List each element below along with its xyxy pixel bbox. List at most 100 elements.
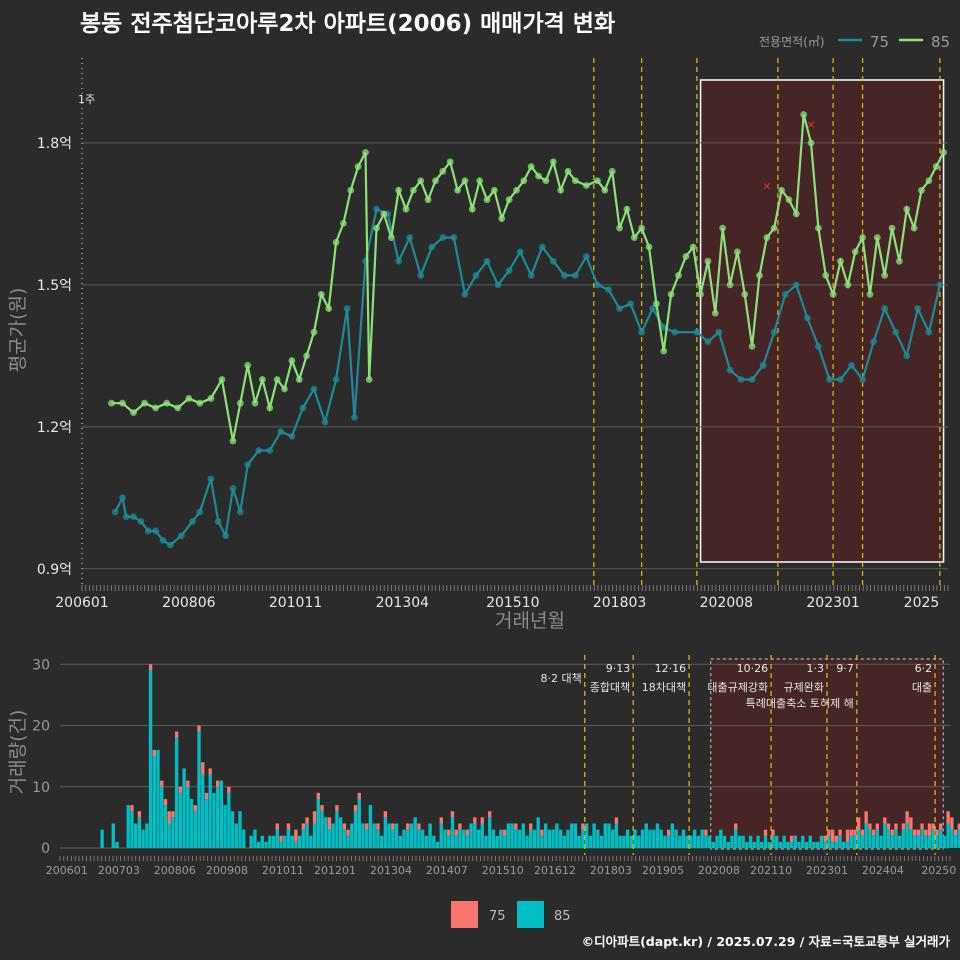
volume-bar-85 — [883, 823, 887, 848]
volume-bar-85 — [331, 823, 335, 848]
data-point-75 — [605, 286, 612, 294]
volume-bar-85 — [361, 823, 365, 848]
volume-bar-85 — [659, 829, 663, 848]
volume-bar-85 — [338, 817, 343, 848]
data-point-85 — [409, 186, 417, 194]
volume-bar-85 — [748, 835, 753, 848]
data-point-75 — [266, 447, 274, 454]
volume-bar-85 — [376, 829, 380, 848]
volume-bar-85 — [871, 835, 876, 848]
volume-bar-75 — [208, 768, 212, 775]
data-point-75 — [792, 281, 800, 289]
data-point-75 — [627, 300, 635, 308]
data-point-75 — [759, 361, 767, 369]
x-tick-label: 200601 — [55, 595, 108, 611]
volume-bar-75 — [160, 780, 164, 787]
x-tick-label: 2025 — [904, 595, 940, 611]
volume-bar-85 — [946, 823, 950, 848]
data-point-85 — [594, 177, 601, 185]
volume-bar-85 — [309, 835, 313, 848]
data-point-85 — [417, 177, 425, 185]
volume-bar-85 — [875, 829, 880, 848]
volume-x-tick-label: 201201 — [314, 864, 356, 877]
volume-bar-85 — [279, 841, 283, 848]
volume-bar-75 — [312, 811, 317, 824]
volume-bar-85 — [115, 841, 119, 848]
volume-bar-85 — [186, 786, 190, 848]
volume-bar-85 — [521, 823, 525, 848]
x-tick-label: 201803 — [593, 595, 646, 611]
data-point-85 — [770, 224, 778, 232]
price-ticks: 0.9억 1.2억 1.5억 1.8억 200601 200806 201011 201304… — [37, 136, 949, 611]
volume-bar-75 — [912, 829, 917, 836]
volume-bar-85 — [365, 829, 369, 848]
volume-bar-85 — [838, 835, 842, 848]
volume-bar-85 — [465, 835, 470, 848]
policy-label: 9·13 — [606, 662, 631, 675]
volume-bar-85 — [488, 817, 492, 848]
data-point-75 — [122, 513, 130, 521]
volume-bar-75 — [734, 823, 738, 830]
volume-bar-85 — [756, 835, 760, 848]
y-tick-label: 0.9억 — [37, 562, 72, 578]
volume-bar-85 — [543, 823, 548, 848]
data-point-75 — [439, 234, 447, 241]
volume-bar-75 — [197, 725, 201, 732]
volume-bar-75 — [305, 817, 309, 824]
volume-bar-85 — [234, 823, 238, 848]
data-point-75 — [229, 484, 237, 492]
volume-bar-85 — [734, 829, 738, 848]
volume-bar-85 — [898, 835, 902, 848]
volume-bar-85 — [760, 841, 764, 848]
data-point-85 — [873, 234, 881, 241]
volume-bar-85 — [935, 835, 939, 848]
volume-bar-75 — [950, 817, 954, 830]
data-point-75 — [560, 272, 568, 279]
data-point-85 — [152, 404, 160, 412]
volume-bar-85 — [152, 756, 156, 848]
volume-bar-85 — [324, 817, 328, 848]
data-point-85 — [800, 111, 808, 118]
data-point-85 — [763, 234, 771, 241]
volume-x-tick-label: 202008 — [698, 864, 740, 877]
policy-label: 대출규제강화 — [707, 681, 768, 694]
volume-bar-85 — [614, 823, 619, 848]
volume-bar-85 — [529, 829, 533, 848]
volume-bar-85 — [849, 835, 853, 848]
data-point-75 — [770, 328, 778, 336]
volume-bar-75 — [383, 811, 388, 818]
volume-bar-85 — [830, 841, 835, 848]
data-point-85 — [564, 167, 572, 175]
volume-bar-85 — [476, 829, 481, 848]
data-point-75 — [144, 527, 152, 535]
volume-bar-85 — [652, 829, 656, 848]
volume-bar-85 — [320, 811, 324, 848]
volume-bar-85 — [268, 835, 272, 848]
volume-bar-85 — [379, 835, 384, 848]
volume-bar-85 — [506, 823, 511, 848]
volume-bar-85 — [297, 835, 302, 848]
volume-bar-85 — [469, 823, 473, 848]
event-marker: × — [762, 180, 771, 193]
data-point-85 — [807, 139, 815, 147]
volume-bar-85 — [495, 835, 499, 848]
volume-bar-75 — [439, 817, 443, 824]
volume-bar-85 — [413, 817, 417, 848]
data-point-85 — [505, 196, 513, 204]
data-point-85 — [362, 148, 369, 156]
data-point-75 — [494, 281, 502, 289]
volume-bar-85 — [894, 829, 898, 848]
data-point-85 — [844, 281, 852, 289]
volume-bar-85 — [719, 829, 723, 848]
volume-bar-85 — [156, 750, 160, 848]
volume-bar-85 — [939, 829, 943, 848]
volume-bar-85 — [230, 811, 235, 848]
volume-bar-85 — [148, 670, 153, 848]
volume-bar-85 — [819, 835, 824, 848]
data-point-85 — [601, 186, 609, 194]
volume-x-tick-label: 202110 — [750, 864, 792, 877]
data-point-85 — [402, 205, 410, 213]
volume-bar-85 — [644, 823, 648, 848]
volume-bar-75 — [935, 829, 939, 836]
data-point-85 — [432, 177, 439, 185]
